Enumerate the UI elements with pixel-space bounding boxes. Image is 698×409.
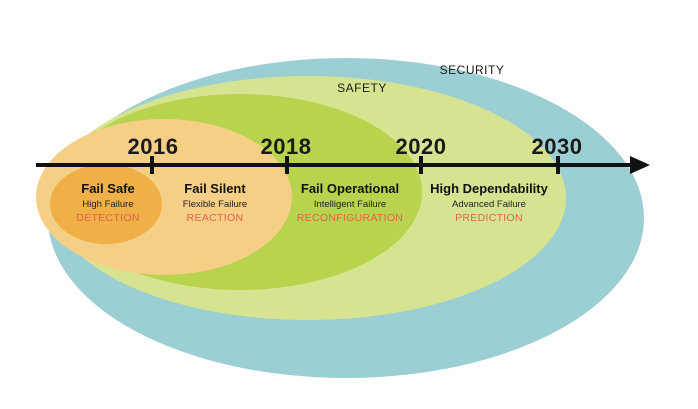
stage-subtitle: Intelligent Failure	[314, 199, 386, 210]
stage-mode: DETECTION	[76, 212, 139, 224]
safety-label: SAFETY	[337, 81, 387, 95]
stage-fail-operational: Fail Operational Intelligent Failure REC…	[297, 181, 403, 224]
stage-title: Fail Silent	[184, 181, 246, 196]
stage-mode: PREDICTION	[455, 212, 523, 224]
stage-title: Fail Operational	[301, 181, 399, 196]
year-label-2018: 2018	[261, 134, 312, 159]
stage-title: High Dependability	[430, 181, 549, 196]
year-label-2020: 2020	[396, 134, 447, 159]
stage-fail-silent: Fail Silent Flexible Failure REACTION	[183, 181, 247, 224]
year-label-2030: 2030	[532, 134, 583, 159]
timeline-arrowhead	[630, 156, 650, 174]
security-label: SECURITY	[440, 63, 505, 77]
stage-title: Fail Safe	[81, 181, 134, 196]
stage-subtitle: Flexible Failure	[183, 199, 247, 210]
stage-mode: REACTION	[187, 212, 244, 224]
stage-mode: RECONFIGURATION	[297, 212, 403, 224]
stage-high-dependability: High Dependability Advanced Failure PRED…	[430, 181, 549, 224]
stage-subtitle: Advanced Failure	[452, 199, 526, 210]
safe-ring	[50, 164, 162, 244]
stage-subtitle: High Failure	[82, 199, 133, 210]
stage-fail-safe: Fail Safe High Failure DETECTION	[76, 181, 139, 224]
year-label-2016: 2016	[128, 134, 179, 159]
